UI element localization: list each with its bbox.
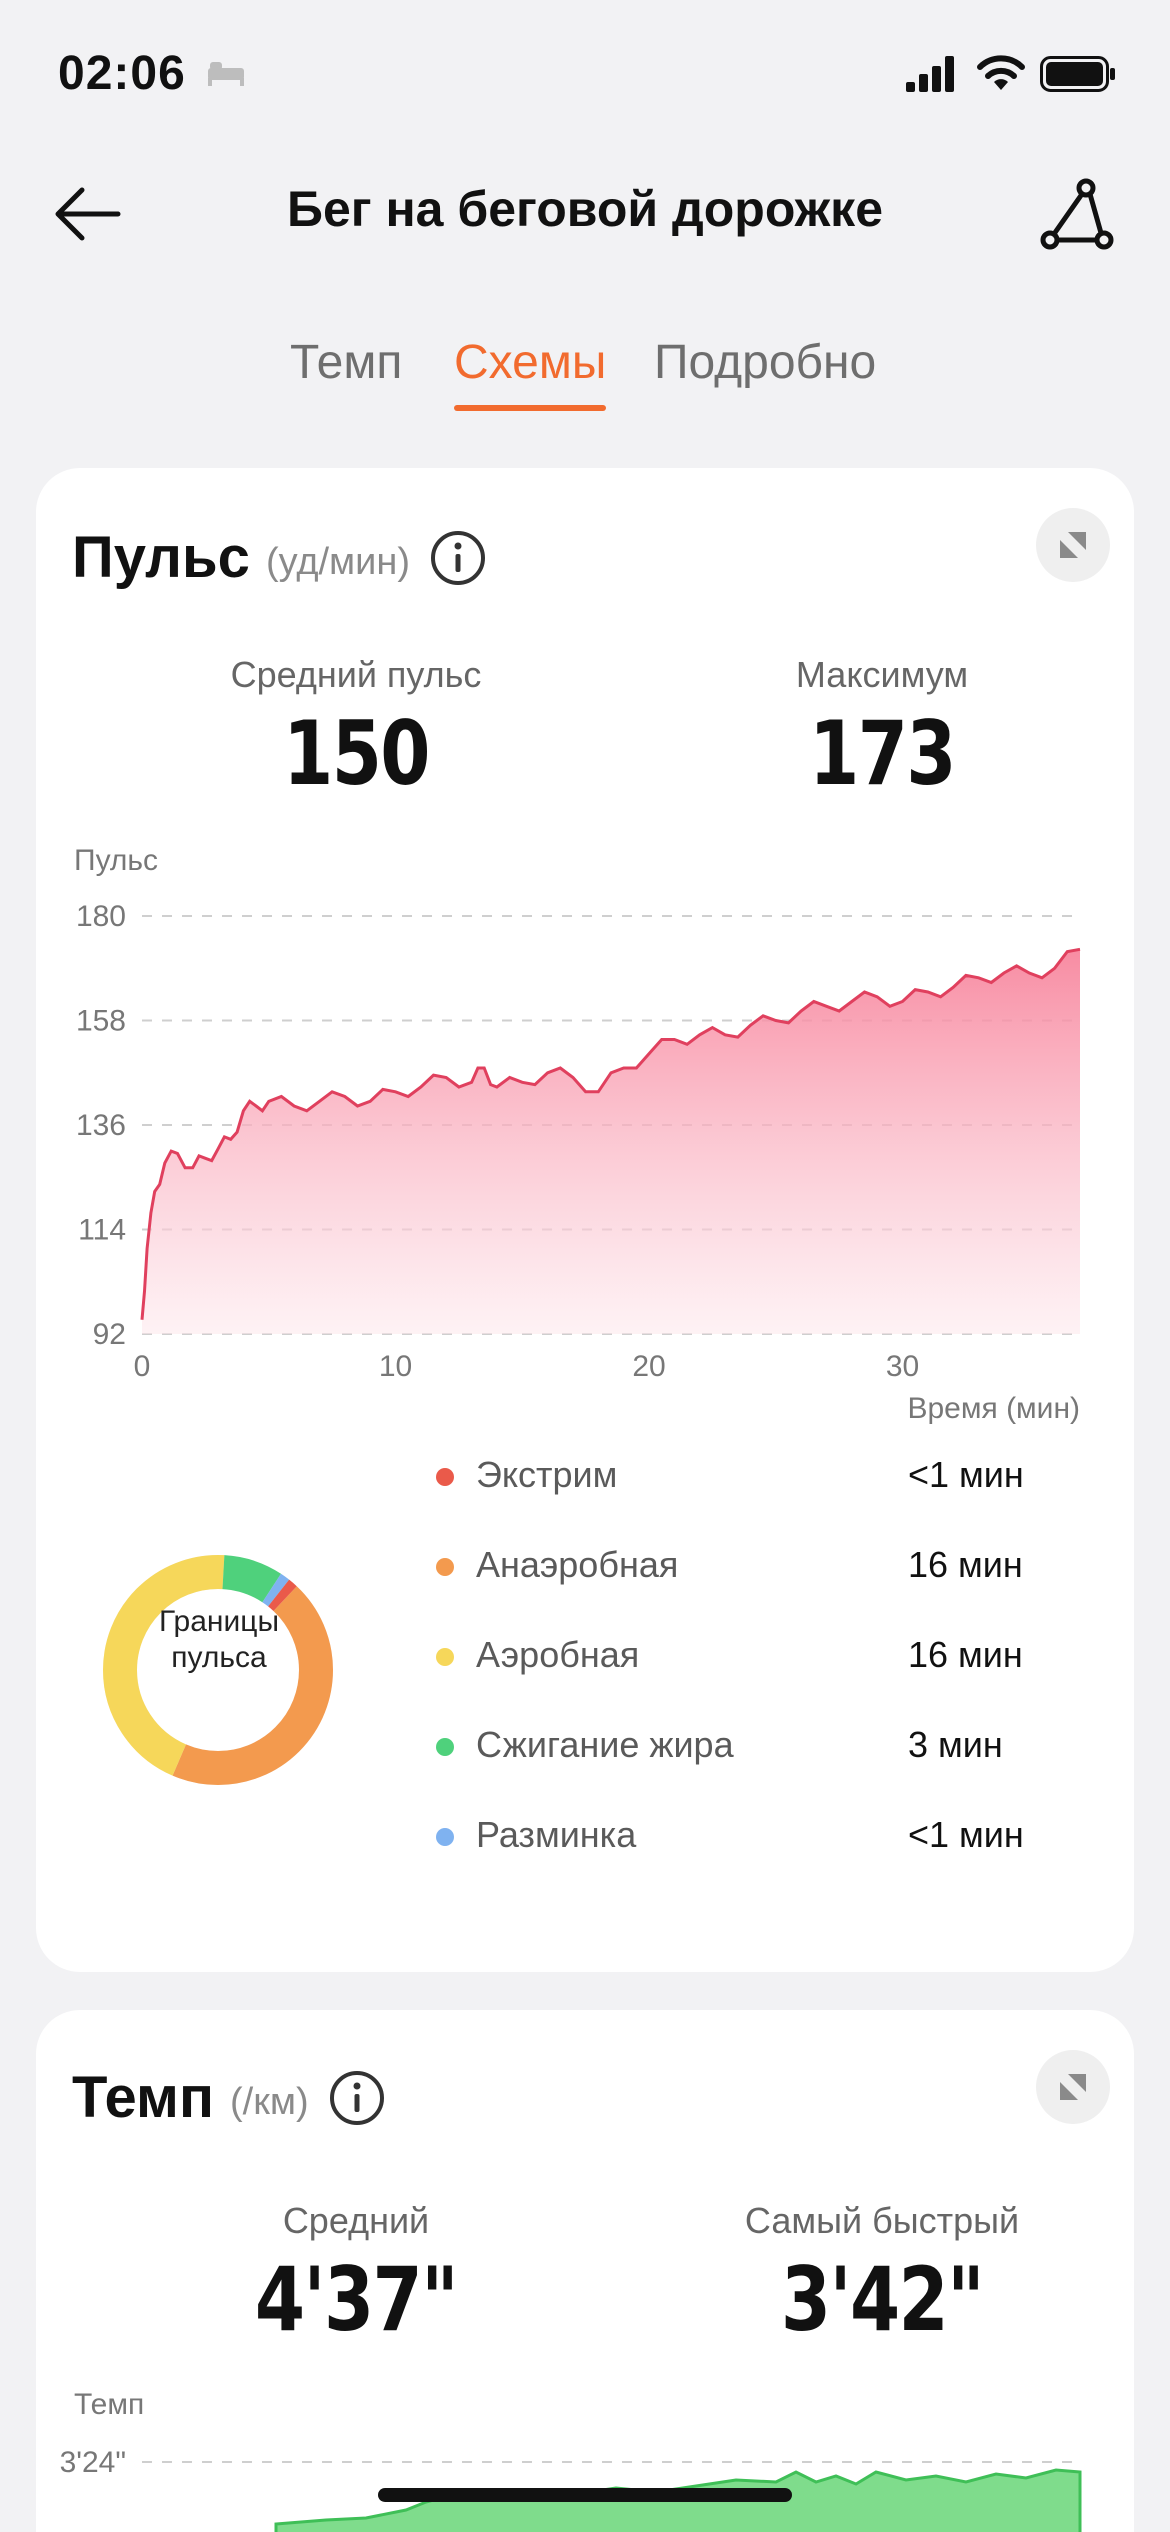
zone-time: <1 мин — [908, 1814, 1024, 1855]
zone-arc — [103, 1555, 333, 1785]
pulse-card-header: Пульс (уд/мин) — [72, 524, 486, 591]
zone-name: Аэробная — [476, 1634, 640, 1675]
expand-button[interactable] — [1036, 508, 1110, 582]
wifi-icon — [977, 55, 1025, 90]
zone-row-fat-burn: Сжигание жира 3 мин — [396, 1718, 1096, 1778]
avg-pace-stat: Средний 4'37" — [106, 2200, 606, 2351]
heart-zone-donut[interactable] — [98, 1550, 338, 1790]
pulse-x-tick: 0 — [134, 1350, 151, 1383]
pulse-x-title: Время (мин) — [907, 1392, 1080, 1425]
pulse-y-title: Пульс — [74, 844, 158, 877]
tab-charts[interactable]: Схемы — [454, 335, 607, 411]
zone-time: 3 мин — [908, 1724, 1003, 1765]
status-bar: 02:06 — [0, 0, 1170, 140]
pulse-y-tick: 136 — [76, 1109, 126, 1142]
info-icon[interactable] — [430, 530, 486, 586]
tab-pace-label: Темп — [290, 336, 403, 389]
pulse-area — [142, 949, 1080, 1334]
pulse-chart: Пульс 92 114 136 158 180 0 10 20 30 Время (мин) — [74, 844, 1081, 1425]
zone-dot — [436, 1828, 454, 1846]
expand-icon — [1060, 532, 1086, 558]
status-time: 02:06 — [58, 47, 186, 100]
max-pulse-value: 173 — [809, 702, 956, 805]
pace-y-tick: 3'24" — [60, 2446, 126, 2479]
pulse-y-tick: 114 — [78, 1214, 126, 1247]
info-icon[interactable] — [329, 2070, 385, 2126]
cellular-signal-icon — [906, 56, 954, 92]
zone-row-aerobic: Аэробная 16 мин — [396, 1628, 1096, 1688]
avg-pulse-value: 150 — [283, 702, 430, 805]
active-tab-underline — [454, 405, 607, 411]
pulse-x-tick: 20 — [632, 1350, 665, 1383]
pace-chart: Темп 3'24" — [60, 2388, 1082, 2532]
best-pace-label: Самый быстрый — [744, 2200, 1020, 2241]
zone-name: Сжигание жира — [476, 1724, 734, 1765]
pulse-y-tick: 92 — [93, 1318, 126, 1351]
zone-row-warmup: Разминка <1 мин — [396, 1808, 1096, 1868]
pulse-y-tick: 180 — [76, 900, 126, 933]
pulse-y-tick: 158 — [76, 1005, 126, 1038]
pulse-unit: (уд/мин) — [265, 541, 411, 583]
zone-dot — [436, 1468, 454, 1486]
heart-zone-label: Границы пульса — [159, 1605, 279, 1674]
route-icon[interactable] — [1036, 174, 1116, 254]
max-pulse-stat: Максимум 173 — [632, 654, 1132, 805]
zone-name: Анаэробная — [476, 1544, 679, 1585]
home-indicator — [378, 2488, 792, 2502]
pulse-x-tick: 10 — [379, 1350, 412, 1383]
zone-arc — [103, 1555, 333, 1785]
zone-time: <1 мин — [908, 1454, 1024, 1495]
pulse-line — [140, 947, 1081, 1320]
pulse-x-tick: 30 — [886, 1350, 919, 1383]
pace-title: Темп — [72, 2065, 214, 2130]
bed-icon — [208, 62, 244, 86]
tab-details-label: Подробно — [654, 336, 877, 389]
zone-name: Разминка — [476, 1814, 637, 1855]
pulse-card: Пульс (уд/мин) Средний пульс 150 Максиму… — [36, 468, 1134, 1972]
tab-pace[interactable]: Темп — [290, 335, 402, 390]
best-pace-stat: Самый быстрый 3'42" — [632, 2200, 1132, 2351]
pace-card: Темп (/км) Средний 4'37" Самый быстрый 3… — [36, 2010, 1134, 2532]
avg-pulse-stat: Средний пульс 150 — [106, 654, 606, 805]
zone-name: Экстрим — [476, 1454, 618, 1495]
zone-row-anaerobic: Анаэробная 16 мин — [396, 1538, 1096, 1598]
tab-charts-label: Схемы — [454, 336, 607, 389]
zone-dot — [436, 1738, 454, 1756]
zone-dot — [436, 1558, 454, 1576]
zone-time: 16 мин — [908, 1544, 1023, 1585]
back-arrow-icon[interactable] — [52, 178, 124, 250]
best-pace-value: 3'42" — [780, 2248, 985, 2351]
tab-details[interactable]: Подробно — [654, 335, 876, 390]
zone-dot — [436, 1648, 454, 1666]
avg-pulse-label: Средний пульс — [230, 654, 482, 695]
pulse-title: Пульс — [72, 525, 250, 590]
tab-bar: Темп Схемы Подробно — [0, 335, 1170, 425]
max-pulse-label: Максимум — [795, 654, 969, 695]
zone-time: 16 мин — [908, 1634, 1023, 1675]
expand-button[interactable] — [1036, 2050, 1110, 2124]
zone-row-extreme: Экстрим <1 мин — [396, 1448, 1096, 1508]
nav-bar: Бег на беговой дорожке — [0, 160, 1170, 260]
pace-unit: (/км) — [229, 2081, 309, 2123]
expand-icon — [1060, 2074, 1086, 2100]
pace-card-header: Темп (/км) — [72, 2064, 385, 2131]
battery-icon — [1040, 56, 1115, 92]
page-title: Бег на беговой дорожке — [287, 181, 883, 237]
pace-y-title: Темп — [74, 2388, 144, 2421]
avg-pace-value: 4'37" — [254, 2248, 459, 2351]
avg-pace-label: Средний — [282, 2200, 430, 2241]
